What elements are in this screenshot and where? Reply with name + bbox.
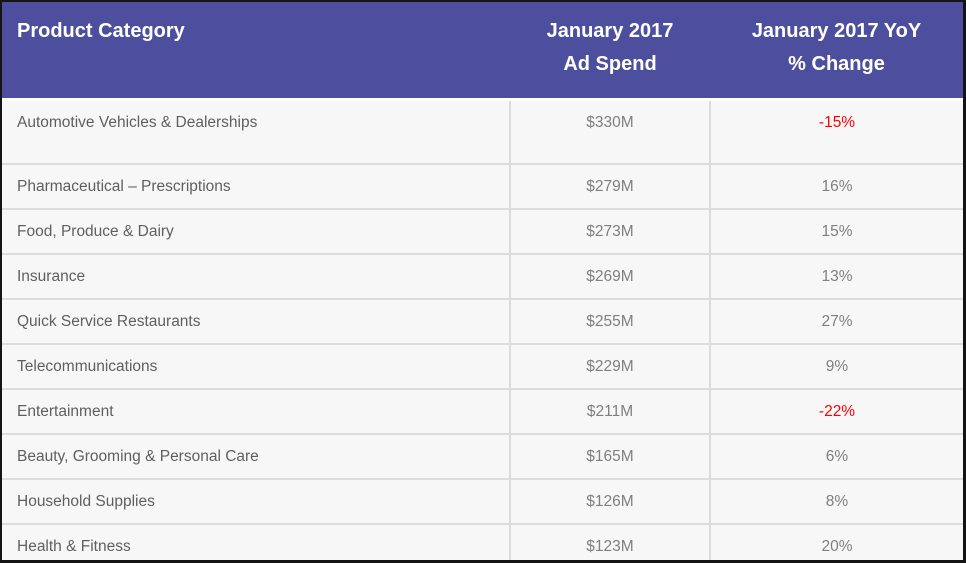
table-row: Entertainment $211M -22% [2, 388, 963, 435]
category-cell: Automotive Vehicles & Dealerships [2, 99, 510, 165]
ad-spend-cell: $269M [509, 253, 710, 300]
ad-spend-cell: $165M [509, 433, 710, 480]
category-cell: Food, Produce & Dairy [2, 208, 510, 255]
header-ad-spend-line2: Ad Spend [563, 53, 657, 75]
header-yoy-change: January 2017 YoY % Change [710, 2, 963, 101]
table-row: Beauty, Grooming & Personal Care $165M 6… [2, 433, 963, 480]
category-cell: Telecommunications [2, 343, 510, 390]
yoy-value: -22% [709, 388, 963, 435]
category-cell: Health & Fitness [2, 523, 510, 560]
header-yoy-line2: % Change [788, 53, 885, 75]
table-row: Pharmaceutical – Prescriptions $279M 16% [2, 163, 963, 210]
ad-spend-cell: $273M [509, 208, 710, 255]
ad-spend-cell: $229M [509, 343, 710, 390]
table-header: Product Category January 2017 Ad Spend J… [2, 2, 963, 101]
table-row: Insurance $269M 13% [2, 253, 963, 300]
table-row: Telecommunications $229M 9% [2, 343, 963, 390]
category-cell: Beauty, Grooming & Personal Care [2, 433, 510, 480]
header-ad-spend: January 2017 Ad Spend [510, 2, 710, 101]
yoy-value: 20% [709, 523, 963, 560]
table-body: Automotive Vehicles & Dealerships $330M … [2, 99, 963, 560]
yoy-value: 16% [709, 163, 963, 210]
ad-spend-cell: $330M [509, 99, 710, 165]
category-cell: Insurance [2, 253, 510, 300]
yoy-value: 13% [709, 253, 963, 300]
category-cell: Household Supplies [2, 478, 510, 525]
header-product-category-label: Product Category [17, 20, 185, 42]
ad-spend-cell: $126M [509, 478, 710, 525]
table-row: Quick Service Restaurants $255M 27% [2, 298, 963, 345]
ad-spend-cell: $123M [509, 523, 710, 560]
header-product-category: Product Category [2, 2, 510, 101]
category-cell: Pharmaceutical – Prescriptions [2, 163, 510, 210]
ad-spend-cell: $279M [509, 163, 710, 210]
table-row: Health & Fitness $123M 20% [2, 523, 963, 560]
ad-spend-cell: $211M [509, 388, 710, 435]
yoy-value: 27% [709, 298, 963, 345]
header-row: Product Category January 2017 Ad Spend J… [2, 2, 963, 101]
table-row: Household Supplies $126M 8% [2, 478, 963, 525]
ad-spend-cell: $255M [509, 298, 710, 345]
yoy-value: 6% [709, 433, 963, 480]
table-row: Automotive Vehicles & Dealerships $330M … [2, 99, 963, 165]
yoy-value: 15% [709, 208, 963, 255]
yoy-value: -15% [709, 99, 963, 165]
header-yoy-line1: January 2017 YoY [751, 20, 922, 42]
category-cell: Entertainment [2, 388, 510, 435]
yoy-value: 9% [709, 343, 963, 390]
header-ad-spend-line1: January 2017 [546, 20, 674, 42]
table-row: Food, Produce & Dairy $273M 15% [2, 208, 963, 255]
category-cell: Quick Service Restaurants [2, 298, 510, 345]
yoy-value: 8% [709, 478, 963, 525]
